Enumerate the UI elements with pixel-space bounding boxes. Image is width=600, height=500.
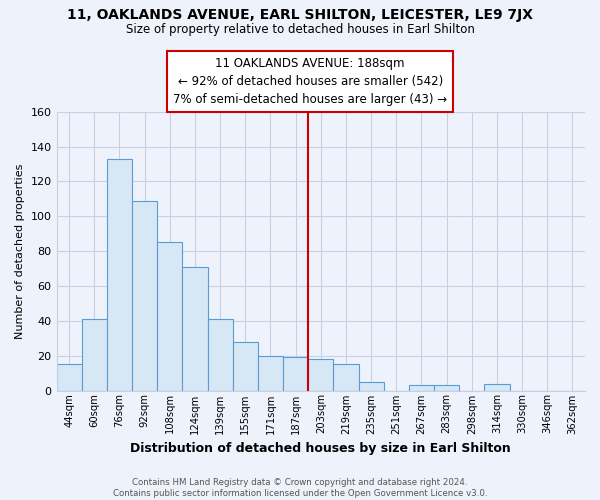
- Bar: [308, 359, 334, 390]
- Bar: [409, 386, 434, 390]
- Bar: [157, 242, 182, 390]
- Bar: [182, 267, 208, 390]
- Bar: [359, 382, 383, 390]
- Bar: [233, 342, 258, 390]
- Bar: [258, 356, 283, 390]
- Y-axis label: Number of detached properties: Number of detached properties: [15, 164, 25, 339]
- Text: Contains HM Land Registry data © Crown copyright and database right 2024.
Contai: Contains HM Land Registry data © Crown c…: [113, 478, 487, 498]
- Bar: [484, 384, 509, 390]
- Bar: [107, 158, 132, 390]
- Bar: [283, 358, 308, 390]
- Bar: [208, 319, 233, 390]
- Bar: [132, 200, 157, 390]
- Bar: [434, 386, 459, 390]
- Bar: [334, 364, 359, 390]
- X-axis label: Distribution of detached houses by size in Earl Shilton: Distribution of detached houses by size …: [130, 442, 511, 455]
- Text: Size of property relative to detached houses in Earl Shilton: Size of property relative to detached ho…: [125, 22, 475, 36]
- Bar: [82, 319, 107, 390]
- Bar: [56, 364, 82, 390]
- Text: 11 OAKLANDS AVENUE: 188sqm
← 92% of detached houses are smaller (542)
7% of semi: 11 OAKLANDS AVENUE: 188sqm ← 92% of deta…: [173, 57, 447, 106]
- Text: 11, OAKLANDS AVENUE, EARL SHILTON, LEICESTER, LE9 7JX: 11, OAKLANDS AVENUE, EARL SHILTON, LEICE…: [67, 8, 533, 22]
